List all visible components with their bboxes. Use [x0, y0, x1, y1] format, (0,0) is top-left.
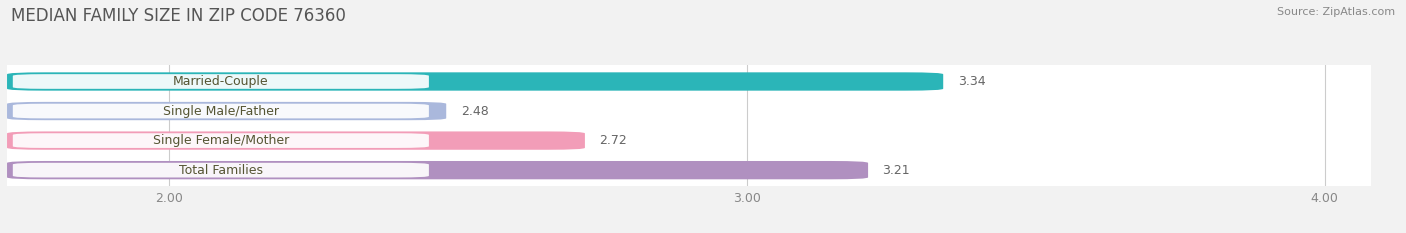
Text: 3.21: 3.21 [883, 164, 910, 177]
Text: Total Families: Total Families [179, 164, 263, 177]
Text: Single Male/Father: Single Male/Father [163, 105, 278, 117]
FancyBboxPatch shape [7, 161, 868, 179]
FancyBboxPatch shape [13, 163, 429, 178]
Text: 2.72: 2.72 [599, 134, 627, 147]
FancyBboxPatch shape [7, 131, 585, 150]
Text: 2.48: 2.48 [461, 105, 488, 117]
Text: Single Female/Mother: Single Female/Mother [153, 134, 290, 147]
Text: 3.34: 3.34 [957, 75, 986, 88]
FancyBboxPatch shape [13, 133, 429, 148]
FancyBboxPatch shape [7, 72, 943, 91]
FancyBboxPatch shape [13, 74, 429, 89]
Text: Source: ZipAtlas.com: Source: ZipAtlas.com [1277, 7, 1395, 17]
Text: Married-Couple: Married-Couple [173, 75, 269, 88]
FancyBboxPatch shape [13, 104, 429, 118]
FancyBboxPatch shape [7, 102, 446, 120]
Text: MEDIAN FAMILY SIZE IN ZIP CODE 76360: MEDIAN FAMILY SIZE IN ZIP CODE 76360 [11, 7, 346, 25]
